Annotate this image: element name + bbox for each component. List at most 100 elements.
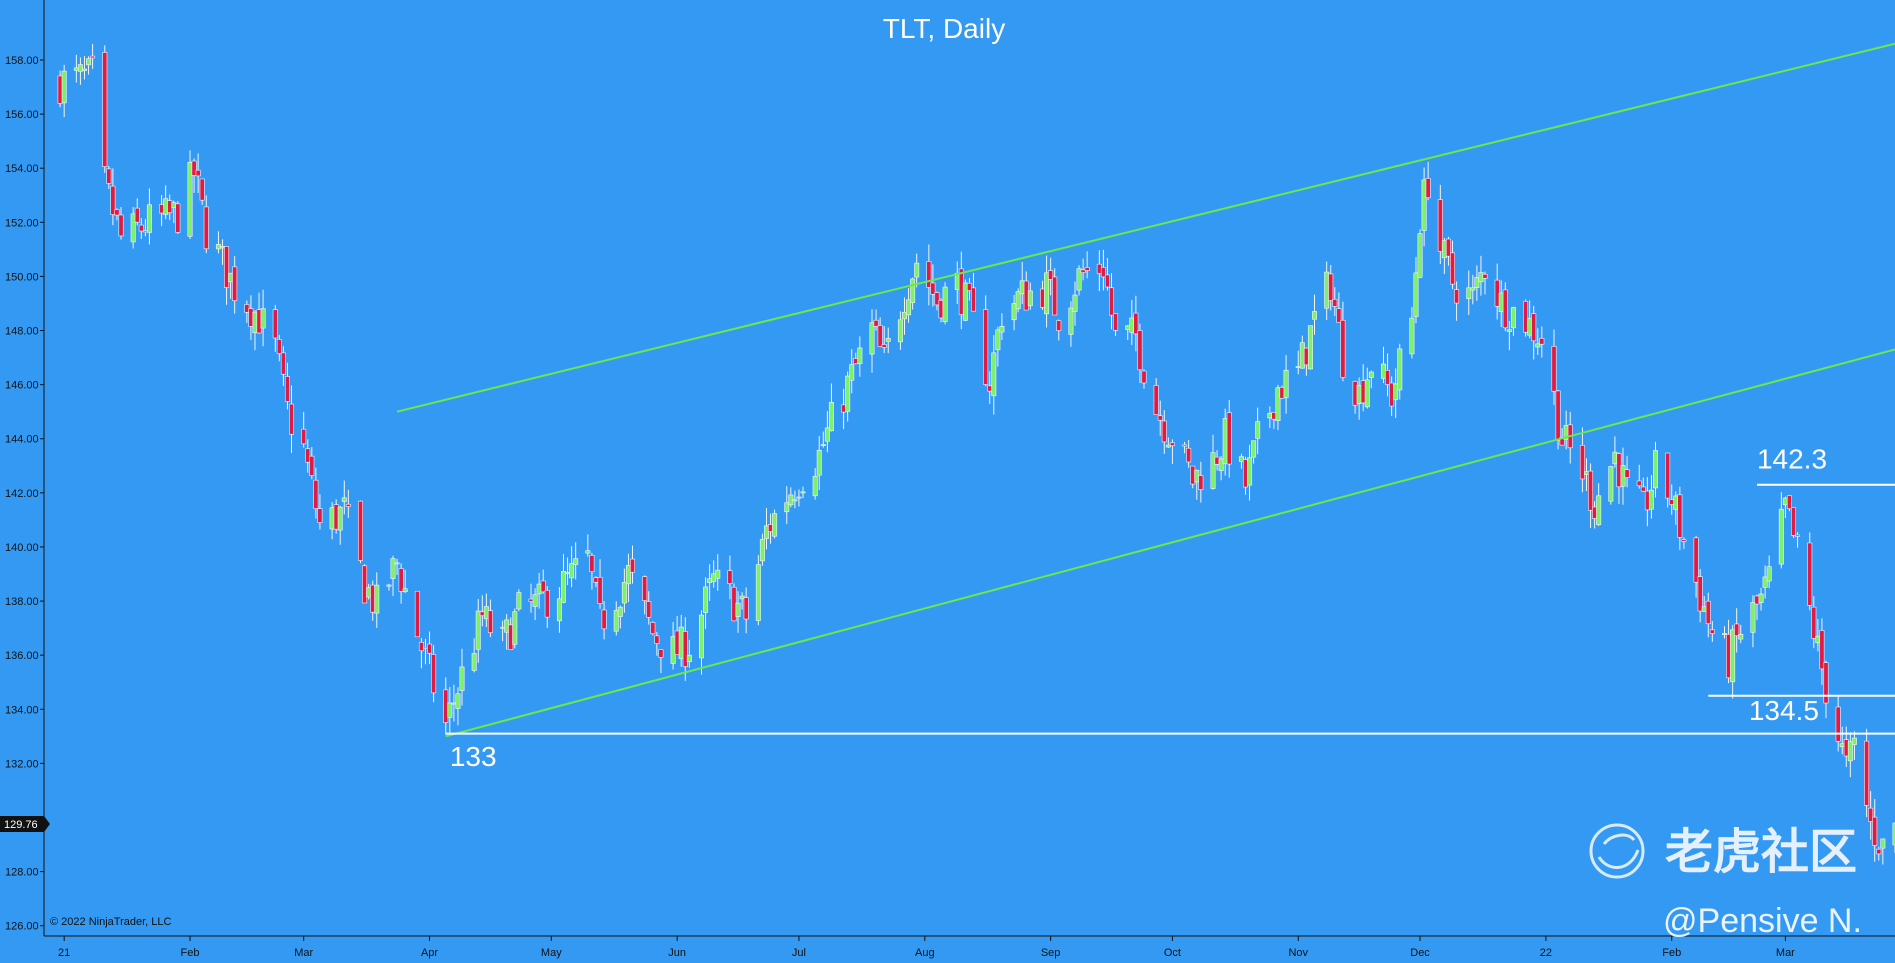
candle-down xyxy=(853,358,859,365)
candle-down xyxy=(1616,453,1622,488)
candle-up xyxy=(1238,456,1244,462)
candle-up xyxy=(447,702,453,718)
candle-down xyxy=(1494,279,1500,307)
candle-up xyxy=(703,586,709,613)
candle-up xyxy=(374,584,380,614)
candle-up xyxy=(61,70,67,104)
candle-up xyxy=(455,693,461,709)
candle-up xyxy=(1583,471,1589,475)
candle-up xyxy=(573,558,579,565)
candle-down xyxy=(601,609,607,630)
trendline-lower-channel xyxy=(445,348,1895,738)
candle-down xyxy=(646,601,652,618)
candle-up xyxy=(1620,465,1626,487)
candle-up xyxy=(1510,307,1516,329)
candle-down xyxy=(768,524,774,532)
candle-up xyxy=(755,564,761,621)
candle-up xyxy=(1738,633,1744,640)
candle-up xyxy=(1750,602,1756,633)
candle-up xyxy=(1311,311,1317,320)
annotation-label: 142.3 xyxy=(1757,444,1827,475)
chart-title: TLT, Daily xyxy=(883,13,1005,44)
candle-up xyxy=(219,246,225,249)
candle-down xyxy=(938,299,944,319)
candle-up xyxy=(1129,317,1135,333)
candle-down xyxy=(1157,415,1163,421)
candle-down xyxy=(487,610,493,633)
x-tick-label: Mar xyxy=(294,947,313,959)
candle-up xyxy=(1125,325,1131,330)
candle-up xyxy=(1596,495,1602,526)
candle-down xyxy=(1279,387,1285,399)
candle-down xyxy=(167,200,173,214)
candle-down xyxy=(1425,178,1431,198)
candle-down xyxy=(1352,381,1358,406)
annotation-label: 133 xyxy=(450,741,497,772)
candle-down xyxy=(1109,287,1115,316)
candle-down xyxy=(142,230,148,233)
y-tick-label: 142.00 xyxy=(5,488,39,500)
candle-up xyxy=(1880,838,1886,849)
candle-up xyxy=(1251,440,1257,458)
candle-up xyxy=(1758,593,1764,603)
candle-up xyxy=(1295,366,1301,369)
watermark-user-text: @Pensive N. xyxy=(1663,902,1862,940)
candle-up xyxy=(1851,737,1857,745)
candle-up xyxy=(999,326,1005,333)
candle-up xyxy=(1307,325,1313,370)
y-axis-ticks: 126.00 128.00 132.00 134.00 136.00 138.00 140.… xyxy=(5,55,44,933)
candle-up xyxy=(812,475,818,497)
candle-up xyxy=(796,496,802,499)
candle-down xyxy=(427,643,433,654)
candle-down xyxy=(1551,346,1557,392)
candle-down xyxy=(1705,600,1711,625)
candle-down xyxy=(301,428,307,445)
trendline-upper-channel xyxy=(396,42,1895,413)
candle-up xyxy=(86,58,92,66)
y-tick-label: 146.00 xyxy=(5,380,39,392)
x-tick-label: 21 xyxy=(58,947,70,959)
candle-up xyxy=(759,538,765,562)
copyright-text: © 2022 NinjaTrader, LLC xyxy=(50,916,171,928)
candle-up xyxy=(1218,458,1224,471)
candle-down xyxy=(1502,289,1508,329)
candle-up xyxy=(707,578,713,583)
candle-up xyxy=(1782,497,1788,506)
candle-down xyxy=(305,448,311,463)
candle-down xyxy=(1693,537,1699,583)
candle-down xyxy=(1795,534,1801,537)
candle-up xyxy=(1730,629,1736,683)
candle-down xyxy=(199,178,205,201)
candle-down xyxy=(1726,634,1732,679)
candle-down xyxy=(1876,848,1882,855)
candle-up xyxy=(228,272,234,283)
candle-up xyxy=(1210,452,1216,489)
candle-up xyxy=(816,450,822,476)
annotation-label: 134.5 xyxy=(1749,695,1819,726)
candle-up xyxy=(1283,369,1289,398)
candle-up xyxy=(1762,576,1768,588)
candle-up xyxy=(451,702,457,705)
candle-down xyxy=(431,654,437,694)
candle-up xyxy=(1778,508,1784,565)
candle-up xyxy=(585,550,591,554)
candle-up xyxy=(699,614,705,659)
candle-down xyxy=(1153,385,1159,415)
y-tick-label: 128.00 xyxy=(5,867,39,879)
candle-down xyxy=(1754,595,1760,605)
candle-down xyxy=(114,209,120,216)
candle-up xyxy=(471,653,477,671)
candle-up xyxy=(402,588,408,592)
candle-down xyxy=(134,207,140,223)
candle-up xyxy=(1255,421,1261,439)
candle-down xyxy=(1823,662,1829,704)
candle-up xyxy=(1364,379,1370,408)
x-tick-label: Apr xyxy=(421,947,438,959)
candle-up xyxy=(901,311,907,320)
candle-up xyxy=(1506,329,1512,332)
candle-down xyxy=(345,503,351,507)
candle-down xyxy=(1040,288,1046,308)
y-tick-label: 150.00 xyxy=(5,271,39,283)
candle-down xyxy=(203,206,209,250)
candle-down xyxy=(1336,308,1342,323)
